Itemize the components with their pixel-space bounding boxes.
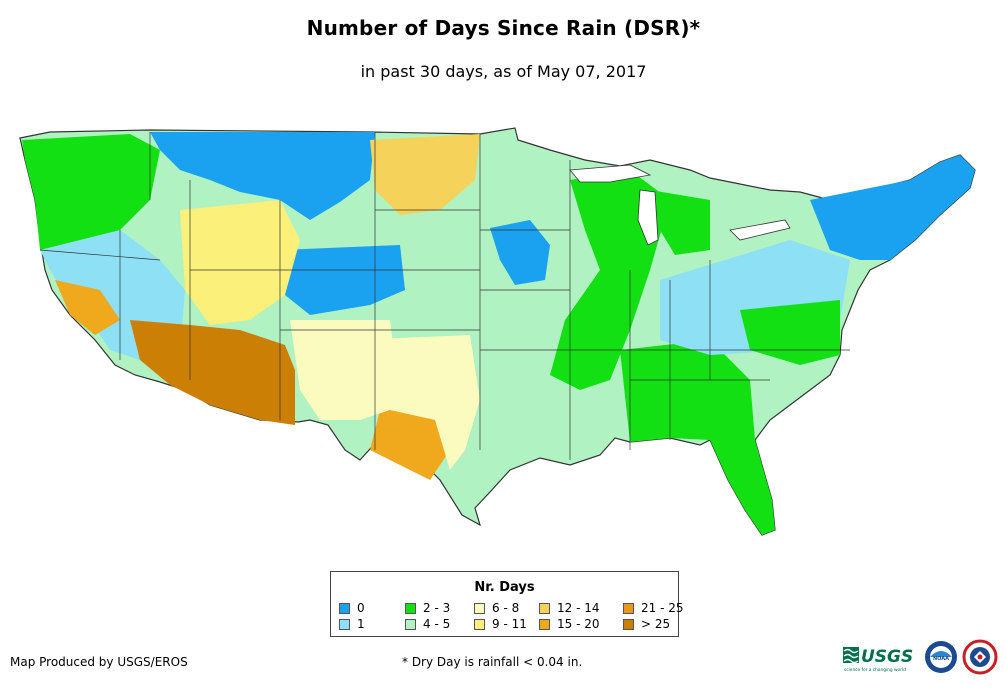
legend-item: 21 - 25 xyxy=(623,601,684,615)
lake-erie xyxy=(729,219,791,241)
legend-swatch xyxy=(339,618,350,630)
legend-label: 2 - 3 xyxy=(423,601,451,615)
legend-item: 2 - 3 xyxy=(405,601,450,615)
noaa-wordmark: NOAA xyxy=(933,656,949,662)
region-socal-orange xyxy=(55,280,120,335)
usgs-tagline: science for a changing world xyxy=(844,667,906,673)
legend-label: 1 xyxy=(357,617,365,631)
legend-swatch xyxy=(339,602,350,614)
region-texas-yellow xyxy=(350,335,480,470)
legend-label: 0 xyxy=(357,601,365,615)
region-nebraska-blue xyxy=(490,220,550,285)
legend-swatch xyxy=(474,602,485,614)
region-michigan-green xyxy=(650,190,710,255)
legend-swatch xyxy=(474,618,485,630)
legend-swatch xyxy=(623,602,634,614)
legend-swatch xyxy=(539,602,550,614)
usgs-logo: USGS science for a changing world xyxy=(843,647,913,673)
state-boundaries xyxy=(39,132,850,460)
legend: Nr. Days 0 1 2 - 3 4 - 5 6 - 8 9 - 11 12 - 14 1… xyxy=(330,571,684,637)
legend-item: 6 - 8 xyxy=(474,601,519,615)
legend-item: 9 - 11 xyxy=(474,617,527,631)
legend-label: 21 - 25 xyxy=(641,601,684,615)
legend-label: 15 - 20 xyxy=(557,617,600,631)
legend-swatch xyxy=(539,618,550,630)
legend-label: 12 - 14 xyxy=(557,601,600,615)
region-dakotas-yellow xyxy=(370,134,480,215)
us-map xyxy=(19,127,976,536)
legend-label: 6 - 8 xyxy=(492,601,520,615)
legend-item: 12 - 14 xyxy=(539,601,600,615)
legend-item: 15 - 20 xyxy=(539,617,600,631)
map-subtitle: in past 30 days, as of May 07, 2017 xyxy=(360,62,647,81)
legend-label: > 25 xyxy=(641,617,671,631)
region-southeast-green xyxy=(620,340,775,535)
region-midatlantic-green xyxy=(740,300,840,365)
legend-title: Nr. Days xyxy=(474,580,535,595)
map-title: Number of Days Since Rain (DSR)* xyxy=(306,16,701,40)
legend-item: > 25 xyxy=(623,617,670,631)
agency-logos: USGS science for a changing world NOAA xyxy=(843,639,998,675)
region-texas-orange xyxy=(370,410,450,480)
noaa-logo: NOAA xyxy=(925,641,957,673)
legend-item: 0 xyxy=(339,601,365,615)
region-pnw xyxy=(22,134,160,255)
legend-label: 4 - 5 xyxy=(423,617,451,631)
nws-logo xyxy=(962,639,998,675)
region-utah-yellow xyxy=(180,200,300,325)
map-credit: Map Produced by USGS/EROS xyxy=(10,655,188,669)
legend-item: 1 xyxy=(339,617,365,631)
legend-swatch xyxy=(405,602,416,614)
usgs-wordmark: USGS xyxy=(861,647,913,667)
region-central-blue xyxy=(280,245,405,315)
region-northeast-blue xyxy=(810,155,975,260)
legend-swatch xyxy=(623,618,634,630)
region-northern-blue xyxy=(150,132,375,220)
region-arizona-brown xyxy=(130,320,295,425)
legend-item: 4 - 5 xyxy=(405,617,450,631)
legend-swatch xyxy=(405,618,416,630)
lake-michigan xyxy=(637,189,659,246)
legend-label: 9 - 11 xyxy=(492,617,527,631)
lake-superior xyxy=(569,164,652,183)
dry-day-note: * Dry Day is rainfall < 0.04 in. xyxy=(402,655,583,669)
